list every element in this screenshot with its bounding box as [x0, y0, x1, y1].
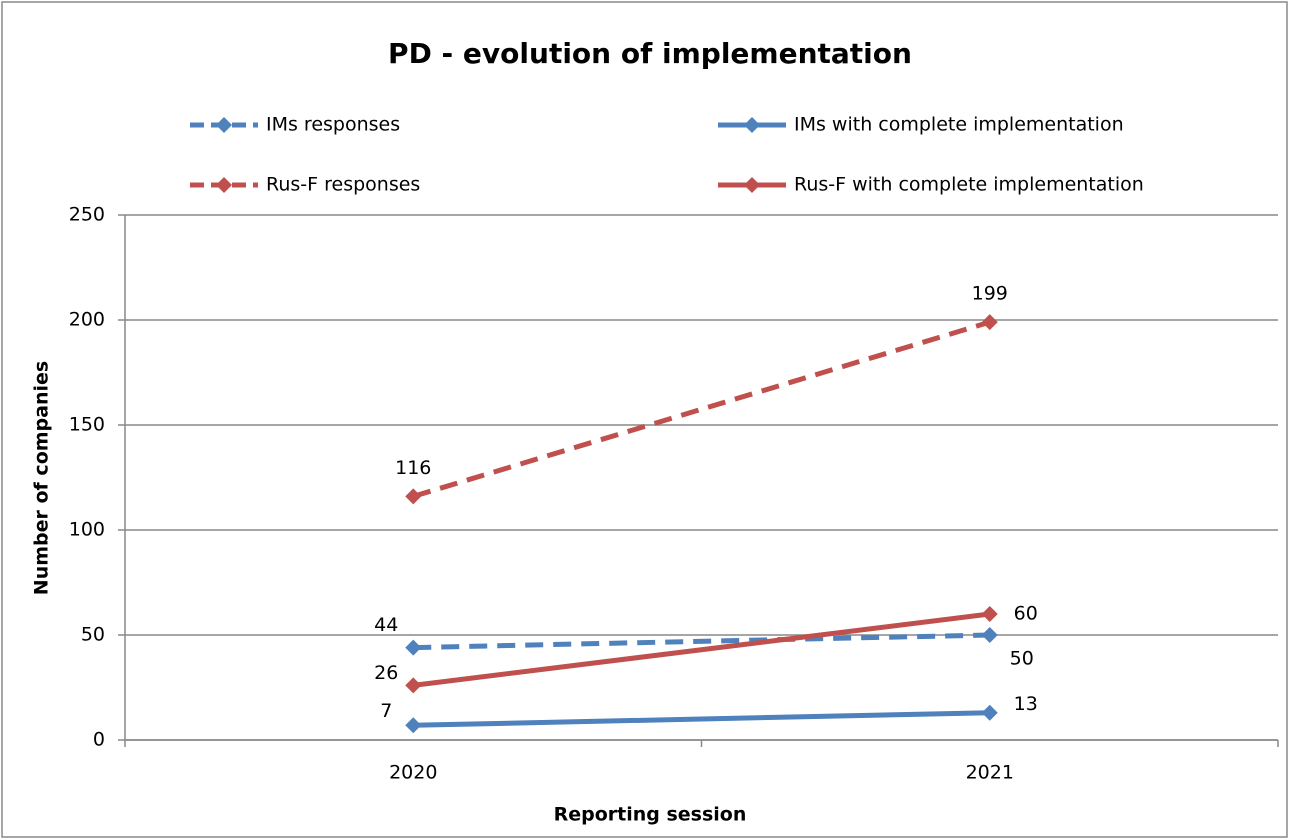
data-label: 13 [1014, 693, 1038, 715]
chart-title: PD - evolution of implementation [388, 37, 912, 70]
legend-label: IMs with complete implementation [794, 114, 1124, 136]
legend-label: Rus-F with complete implementation [794, 174, 1144, 196]
data-point [405, 717, 422, 734]
data-point [981, 606, 998, 622]
data-label: 7 [380, 700, 392, 722]
data-label: 60 [1014, 603, 1038, 625]
legend-marker [216, 117, 232, 133]
series-line [412, 319, 991, 499]
series-line [412, 611, 991, 688]
y-tick-label: 150 [69, 414, 105, 436]
data-point [405, 639, 422, 656]
data-point [405, 677, 422, 694]
data-point [405, 488, 422, 505]
x-axis-title: Reporting session [554, 804, 747, 826]
legend-marker [744, 177, 760, 193]
data-label: 26 [374, 662, 398, 684]
legend-marker [216, 177, 232, 193]
y-tick-label: 250 [69, 204, 105, 226]
y-tick-label: 50 [81, 624, 105, 646]
x-tick-label: 2021 [966, 762, 1014, 784]
x-tick-label: 2020 [389, 762, 437, 784]
data-label: 199 [972, 283, 1008, 305]
data-point [981, 314, 998, 331]
data-point [981, 627, 998, 643]
data-label: 50 [1010, 648, 1034, 670]
data-point [981, 704, 998, 721]
legend-marker [744, 117, 760, 133]
data-label: 116 [395, 457, 431, 479]
y-tick-label: 100 [69, 519, 105, 541]
y-tick-label: 200 [69, 309, 105, 331]
data-label: 44 [374, 614, 398, 636]
series-line [413, 632, 990, 651]
y-tick-label: 0 [93, 729, 105, 751]
legend-label: IMs responses [266, 114, 400, 136]
legend-label: Rus-F responses [266, 174, 420, 196]
y-axis-title: Number of companies [31, 361, 53, 595]
series-line [413, 710, 990, 728]
